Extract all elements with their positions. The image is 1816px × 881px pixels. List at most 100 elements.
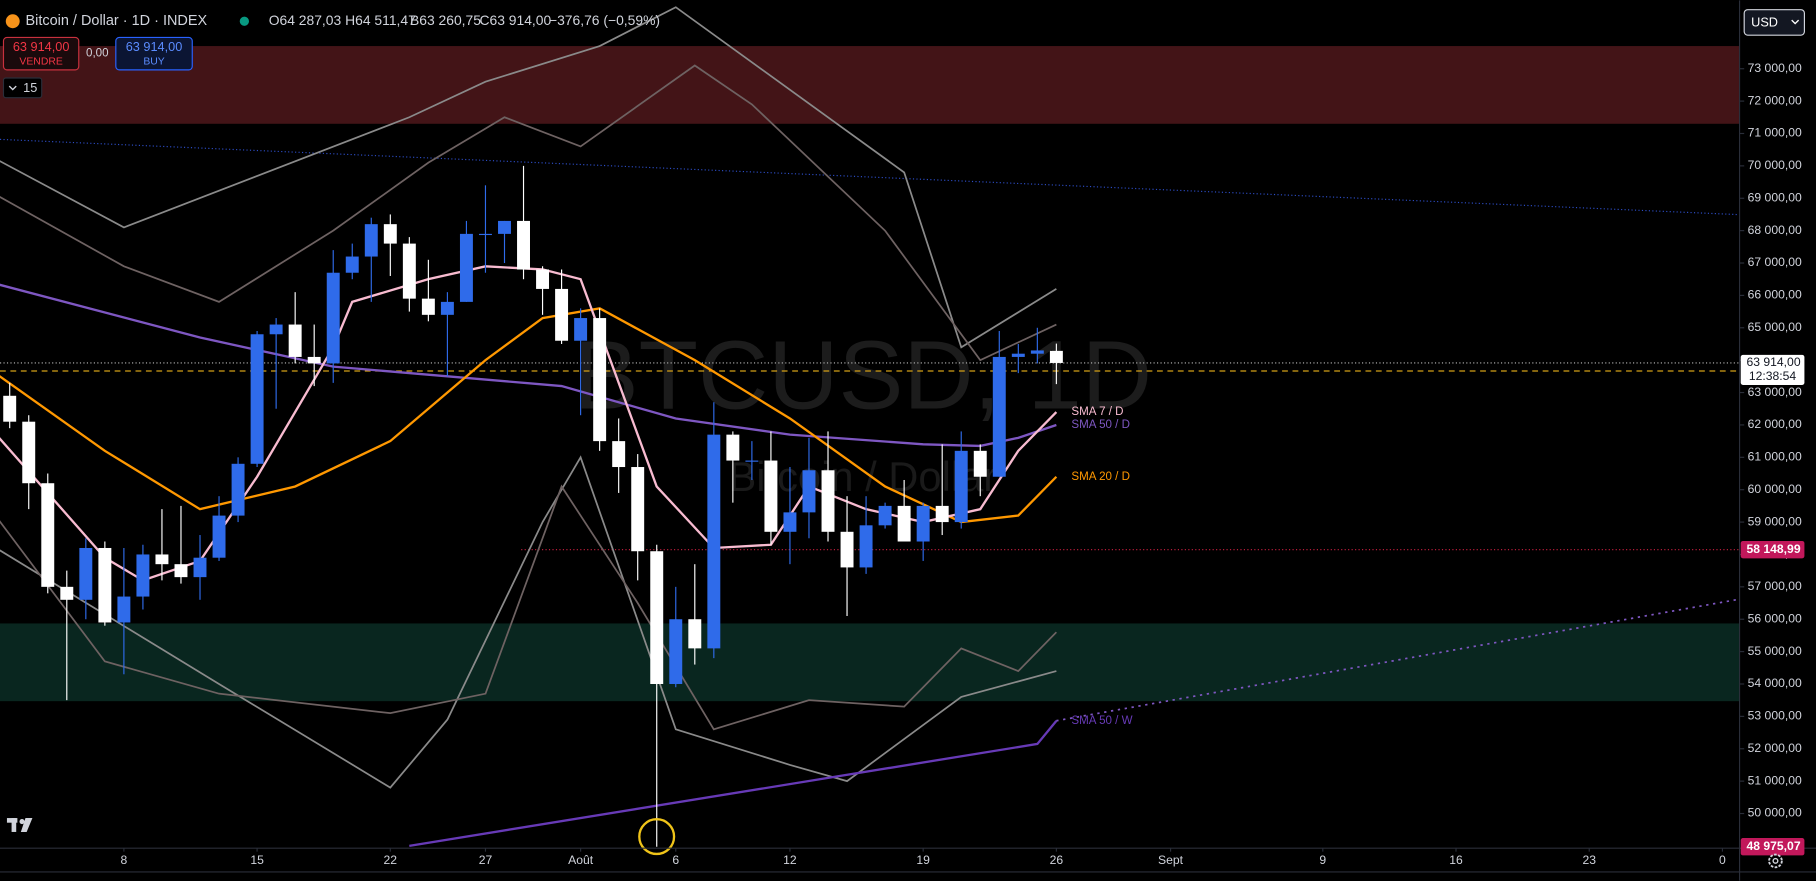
interval-box[interactable] [2,77,43,99]
interval-toggle[interactable]: 15 [2,77,43,99]
symbol-icon [5,14,20,29]
candle-body [669,619,683,684]
sma-label: SMA 50 / D [1071,419,1130,431]
y-tick-label: 54 000,00 [1748,676,1802,690]
candle-body [650,551,664,684]
currency-box[interactable] [1743,9,1805,36]
sell-button[interactable]: 63 914,00 VENDRE [2,36,80,71]
candle-body [269,324,283,335]
logo-part [20,818,33,832]
candle-body [612,441,626,468]
candle-body [3,395,17,422]
x-tick-label: 6 [672,853,679,867]
settings-button[interactable] [1768,853,1783,869]
x-tick-label: 23 [1582,853,1596,867]
price-label: 48 975,07 [1747,839,1801,853]
sma-label: SMA 50 / W [1071,715,1132,727]
x-tick-label: 9 [1319,853,1326,867]
x-tick-label: 8 [121,853,128,867]
y-tick-label: 63 000,00 [1748,385,1802,399]
candle-body [897,505,911,542]
candle-body [117,596,131,623]
drawings [0,138,1740,722]
x-tick-label: 26 [1050,853,1064,867]
highlight-circle [638,818,676,856]
candles [3,165,1063,847]
candle-body [707,434,721,649]
candle-body [859,525,873,568]
y-tick-label: 55 000,00 [1748,644,1802,658]
buy-label[interactable]: BUY [143,57,164,68]
buy-price[interactable]: 63 914,00 [126,39,183,54]
chevron[interactable] [1791,19,1800,25]
y-tick-label: 60 000,00 [1748,482,1802,496]
candle-body [174,564,188,578]
candle-body [41,483,55,587]
sell-button-box[interactable] [2,36,80,71]
candle-body [402,243,416,299]
candle-body [478,233,492,236]
spread: 0,00 [86,48,109,60]
band-line [0,64,1057,362]
candle-body [345,256,359,273]
y-tick-label: 59 000,00 [1748,514,1802,528]
buy-button-box[interactable] [115,36,193,71]
y-tick-label: 70 000,00 [1748,158,1802,172]
candle-body [783,512,797,532]
zone [0,623,1740,702]
sma-line [409,720,1058,848]
y-tick-label: 53 000,00 [1748,709,1802,723]
candle-body [459,233,473,302]
x-tick-label: 19 [916,853,930,867]
y-tick-label: 51 000,00 [1748,773,1802,787]
interval[interactable]: 15 [23,80,37,95]
candle-body [231,463,245,516]
candle-body [973,450,987,477]
gear[interactable] [1768,853,1783,869]
sell-label[interactable]: VENDRE [19,57,62,68]
candle-body [155,554,169,565]
y-tick-label: 50 000,00 [1748,806,1802,820]
price-label-box [1740,838,1805,856]
candle-body [745,460,759,462]
candle-body [383,224,397,244]
x-tick-label: 12 [783,853,797,867]
price-label-box [1740,354,1805,385]
band-line [0,6,1057,349]
candle-body [421,298,435,315]
sell-price[interactable]: 63 914,00 [13,39,70,54]
x-tick-label: 15 [250,853,264,867]
y-tick-label: 67 000,00 [1748,255,1802,269]
candle-body [802,470,816,513]
candle-body [22,421,36,484]
candle-body [574,318,588,341]
candle-body [726,434,740,461]
y-tick-label: 72 000,00 [1748,93,1802,107]
gear-center[interactable] [1772,857,1779,864]
chevron[interactable] [8,85,17,91]
x-tick-label: Août [568,853,594,867]
price-label: 58 148,99 [1747,542,1801,556]
candle-body [517,220,530,270]
trend-extension [1056,598,1740,722]
watermark-symbol: BTCUSD, 1D [574,320,1152,429]
ohlc-open: O64 287,03 [269,12,342,28]
countdown: 12:38:54 [1749,369,1797,383]
candle-body [593,318,607,442]
x-tick-label: 22 [384,853,398,867]
candle-body [1049,350,1063,363]
candle-body [79,547,93,600]
logo-part [11,818,17,832]
y-tick-label: 66 000,00 [1748,288,1802,302]
logo [6,818,33,832]
y-tick-label: 69 000,00 [1748,190,1802,204]
candle-body [136,554,150,597]
currency[interactable]: USD [1751,14,1778,29]
zones [0,46,1740,702]
band-line [0,484,1057,731]
candle-body [440,301,454,315]
candle-body [364,224,378,257]
currency-select[interactable]: USD [1743,9,1805,36]
buy-button[interactable]: 63 914,00 BUY [115,36,193,71]
y-tick-label: 73 000,00 [1748,61,1802,75]
